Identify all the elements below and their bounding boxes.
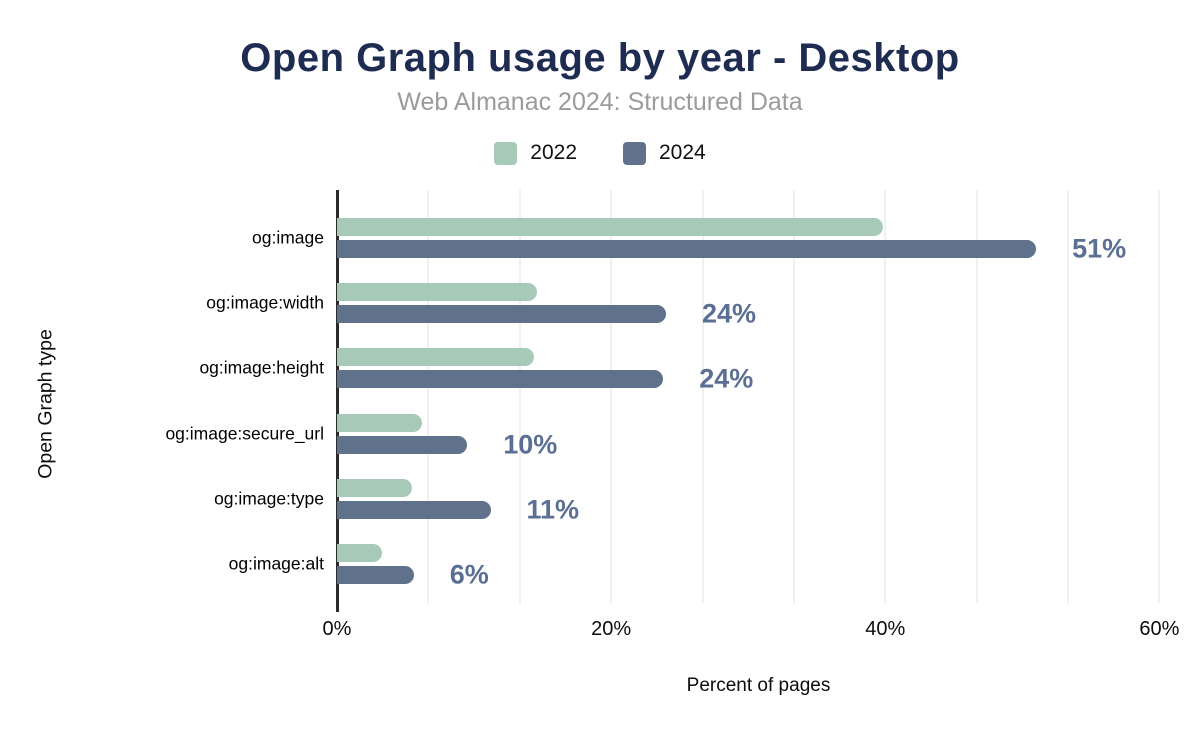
gridline <box>792 190 795 603</box>
gridline <box>610 190 613 603</box>
bar-2024: 24% <box>337 298 756 328</box>
category-label: og:image:type <box>214 488 324 509</box>
category-label: og:image:width <box>206 292 324 313</box>
bar-group: og:image:height 24% <box>199 336 1180 401</box>
legend-swatch-2024 <box>623 141 646 165</box>
gridline <box>518 190 521 603</box>
x-axis-title: Percent of pages <box>686 675 831 696</box>
gridline <box>701 190 704 603</box>
bar-2024: 51% <box>337 233 1126 263</box>
bar-2022 <box>337 478 413 497</box>
bar-group: og:image:secure_url 10% <box>165 401 1180 466</box>
value-label: 24% <box>699 363 754 394</box>
bar-rows: og:image 51% og:image:width 24% og:image:hei… <box>165 205 1180 597</box>
gridline <box>1067 190 1070 603</box>
x-tick-label: 0% <box>322 618 352 640</box>
legend-label-2024: 2024 <box>659 141 706 164</box>
bar-2024: 10% <box>337 429 557 459</box>
gridline <box>1158 190 1161 603</box>
bar-2024: 24% <box>337 364 753 394</box>
chart-title: Open Graph usage by year - Desktop <box>240 36 960 80</box>
legend-swatch-2022 <box>494 141 518 165</box>
legend-item-2024: 2024 <box>623 141 706 165</box>
category-label: og:image:height <box>199 357 324 378</box>
bar-2022 <box>337 413 422 432</box>
plot-area: og:image 51% og:image:width 24% og:image:hei… <box>165 190 1180 696</box>
value-label: 51% <box>1072 233 1127 264</box>
bar-group: og:image:alt 6% <box>229 532 1180 597</box>
x-tick-label: 60% <box>1139 618 1180 640</box>
bar-2024: 6% <box>337 560 489 590</box>
value-label: 6% <box>449 559 489 590</box>
x-tick-label: 40% <box>865 618 906 640</box>
y-axis-title: Open Graph type <box>34 329 57 479</box>
legend-item-2022: 2022 <box>494 141 577 165</box>
legend: 2022 2024 <box>0 141 1200 165</box>
gridline <box>427 190 430 603</box>
y-axis-line <box>336 190 339 612</box>
gridline <box>975 190 978 603</box>
value-label: 24% <box>701 298 757 329</box>
bar-group: og:image:type 11% <box>214 466 1180 531</box>
value-label: 11% <box>526 494 580 525</box>
category-label: og:image <box>252 227 324 248</box>
chart-subtitle: Web Almanac 2024: Structured Data <box>397 88 803 116</box>
bar-2022 <box>337 282 538 301</box>
bar-group: og:image:width 24% <box>206 270 1180 335</box>
bar-2024: 11% <box>337 494 579 524</box>
gridline <box>884 190 887 603</box>
legend-label-2022: 2022 <box>530 141 577 164</box>
value-label: 10% <box>503 429 558 460</box>
x-tick-label: 20% <box>591 618 632 640</box>
x-axis-ticks: 0% 20% 40% 60% <box>323 618 1180 642</box>
bar-2022 <box>337 544 383 563</box>
bar-group: og:image 51% <box>252 205 1180 270</box>
category-label: og:image:alt <box>228 553 324 574</box>
bar-2022 <box>337 348 535 367</box>
category-label: og:image:secure_url <box>165 423 324 444</box>
bar-2022 <box>337 217 883 236</box>
